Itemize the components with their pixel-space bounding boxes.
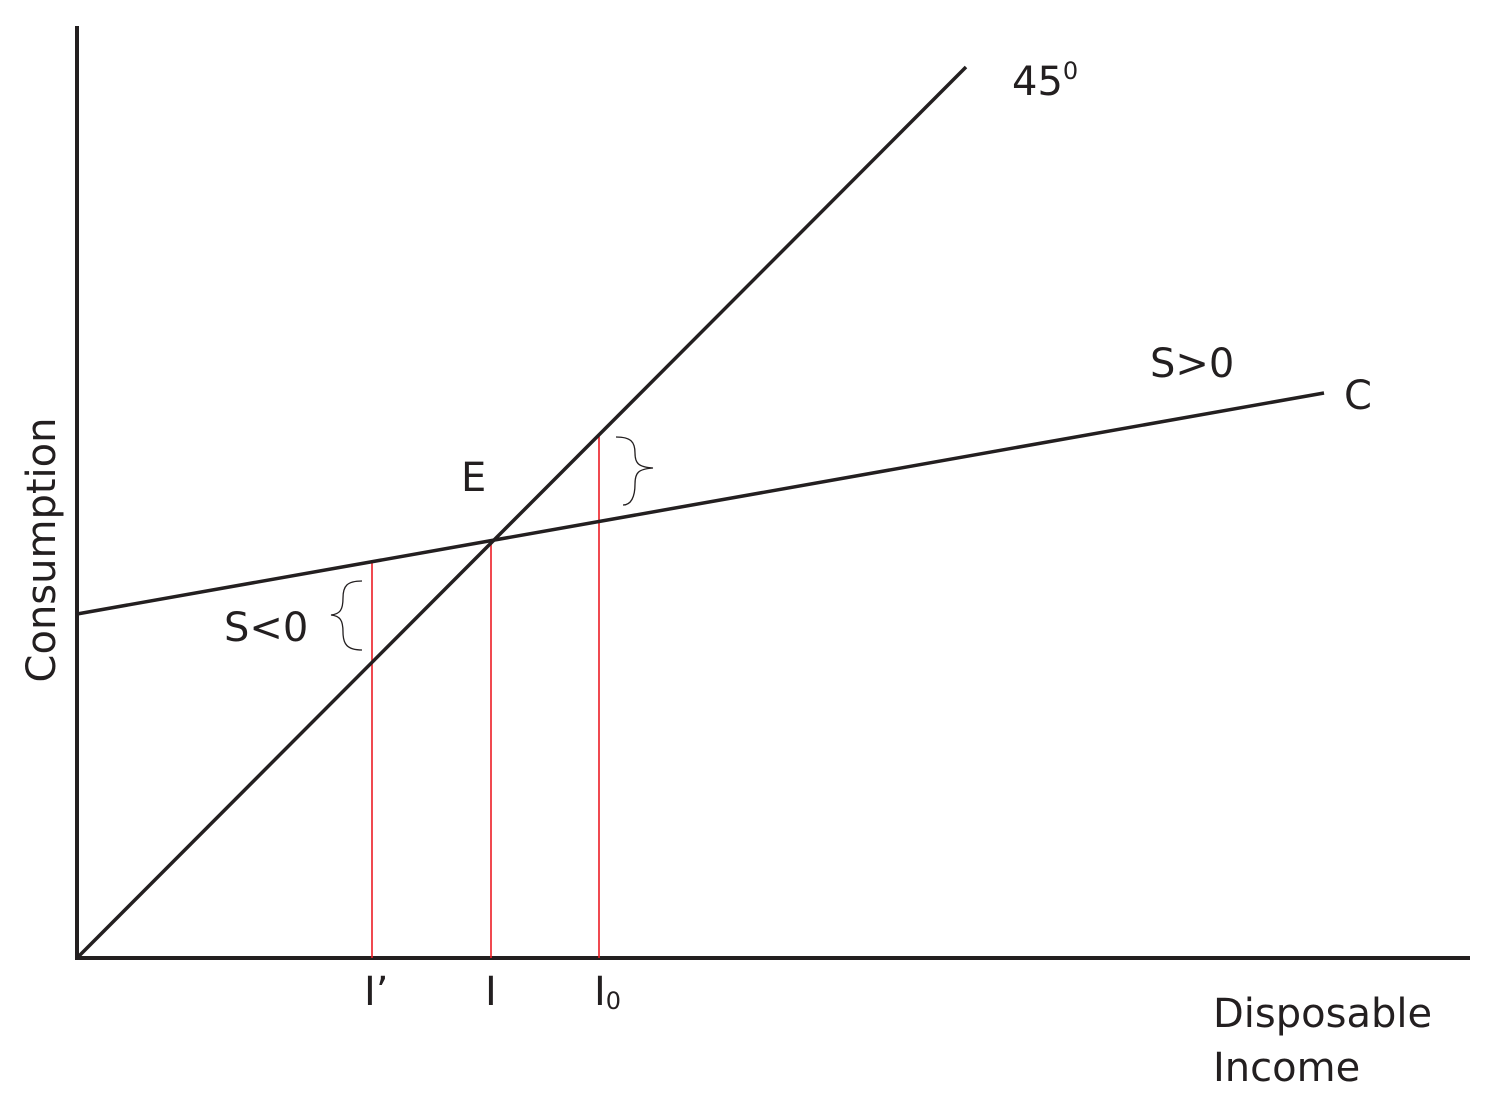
x-tick-label-i0-base: I <box>594 969 606 1015</box>
diagonal-45-label-base: 45 <box>1012 59 1063 105</box>
y-axis-label: Consumption <box>19 418 65 683</box>
saving-negative-label: S<0 <box>224 605 308 651</box>
consumption-line <box>76 391 1325 616</box>
consumption-line-label: C <box>1344 373 1372 419</box>
saving-positive-label: S>0 <box>1150 341 1234 387</box>
x-tick-label-i0-sub: 0 <box>606 987 621 1015</box>
x-axis-label-line1: Disposable <box>1213 991 1432 1037</box>
x-tick-label-i-prime: I’ <box>364 969 389 1015</box>
x-axis-label-line2: Income <box>1213 1045 1360 1091</box>
equilibrium-point-label: E <box>461 455 486 501</box>
brace-saving-positive <box>615 436 654 506</box>
x-tick-label-i0: I0 <box>594 969 621 1015</box>
diagonal-45-label: 450 <box>1012 57 1078 105</box>
brace-saving-negative <box>330 580 363 651</box>
x-tick-label-i: I <box>485 969 497 1015</box>
diagonal-45-label-sup: 0 <box>1063 57 1078 85</box>
diagonal-45-line <box>75 65 968 960</box>
